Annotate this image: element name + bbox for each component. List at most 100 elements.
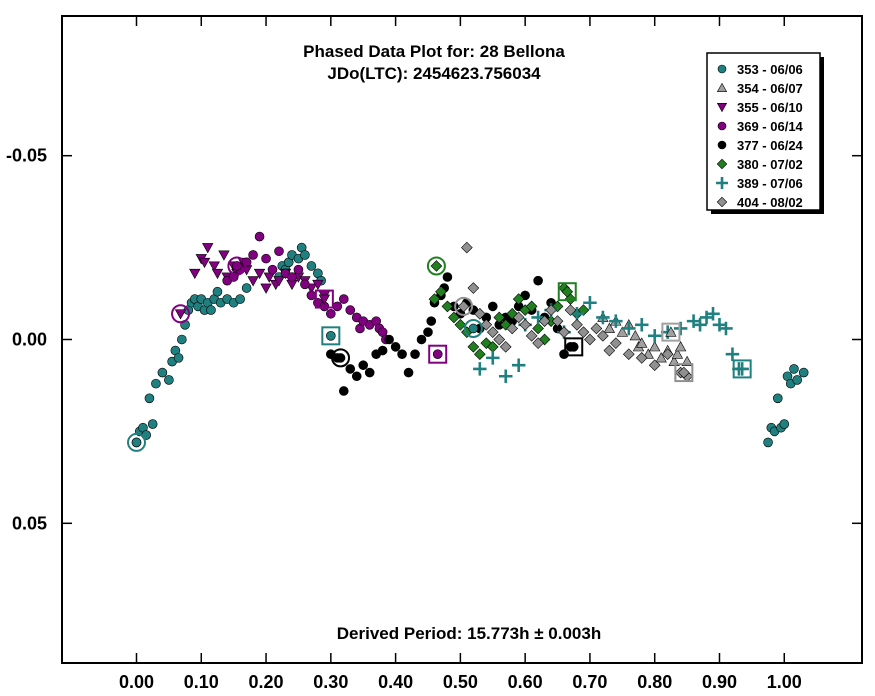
data-point <box>525 300 538 313</box>
data-point <box>571 318 583 331</box>
data-point <box>261 253 271 264</box>
data-point <box>423 327 433 337</box>
highlight-square <box>314 289 334 309</box>
data-point <box>164 375 174 385</box>
highlighted-point <box>665 326 677 337</box>
legend-label: 389 - 07/06 <box>737 176 803 191</box>
data-point <box>506 322 519 335</box>
data-point <box>487 301 498 312</box>
x-tick-label: 0.30 <box>313 672 348 692</box>
data-point <box>326 308 336 319</box>
highlight-square <box>732 359 752 379</box>
data-point <box>397 349 407 360</box>
data-point <box>332 301 343 312</box>
data-point <box>719 321 733 336</box>
data-point <box>351 371 362 382</box>
data-point <box>519 318 531 331</box>
data-point <box>364 367 375 378</box>
legend-label: 353 - 06/06 <box>737 62 803 77</box>
data-point <box>590 322 603 335</box>
legend-item: 369 - 06/14 <box>717 119 804 134</box>
data-point <box>693 318 707 332</box>
highlighted-point <box>174 309 187 320</box>
data-point <box>532 322 544 335</box>
data-point <box>253 268 266 280</box>
data-point <box>173 353 184 363</box>
x-tick-label: 0.70 <box>572 672 607 692</box>
data-point <box>596 310 610 325</box>
highlighted-point <box>232 261 242 271</box>
data-point <box>254 231 265 242</box>
data-point <box>661 348 674 361</box>
data-point <box>480 318 493 331</box>
data-point <box>798 367 809 378</box>
data-point <box>772 393 783 404</box>
data-point <box>493 333 506 346</box>
data-point <box>779 419 790 429</box>
data-point <box>473 362 487 376</box>
data-point <box>629 330 641 341</box>
data-point <box>636 337 648 348</box>
y-tick-label: 0.00 <box>12 330 47 350</box>
data-point <box>511 358 526 372</box>
data-point <box>674 341 687 352</box>
highlight-ring <box>227 256 247 276</box>
series-group <box>222 231 391 345</box>
data-point <box>493 311 506 324</box>
legend-marker <box>717 64 727 74</box>
data-point <box>603 344 616 357</box>
highlight-square <box>564 337 584 357</box>
legend-item: 353 - 06/06 <box>717 62 803 77</box>
data-point <box>461 241 473 254</box>
data-point <box>273 276 285 287</box>
data-point <box>211 268 224 280</box>
data-point <box>189 268 201 280</box>
y-tick-label: -0.05 <box>6 146 47 166</box>
data-point <box>673 321 688 336</box>
data-point <box>635 318 649 332</box>
data-point <box>312 279 324 291</box>
legend-marker <box>716 158 728 170</box>
highlight-square <box>428 344 448 364</box>
data-point <box>597 329 609 342</box>
data-point <box>671 348 684 359</box>
data-points <box>131 231 809 448</box>
chart-title: Phased Data Plot for: 28 Bellona <box>303 42 565 61</box>
data-point <box>358 360 369 371</box>
highlighted-point <box>678 366 690 379</box>
data-point <box>498 369 513 384</box>
data-point <box>584 333 596 346</box>
highlight-square <box>674 363 694 383</box>
data-point <box>410 349 420 360</box>
legend-marker <box>716 82 728 92</box>
legend: 353 - 06/06 354 - 06/07 355 - 06/10 369 - 0… <box>706 52 824 214</box>
highlight-square <box>661 322 681 342</box>
legend-marker <box>716 196 728 208</box>
data-point <box>603 322 616 333</box>
data-point <box>792 375 803 385</box>
legend-label: 404 - 08/02 <box>737 195 803 210</box>
data-point <box>647 329 662 343</box>
legend-item: 380 - 07/02 <box>716 157 803 172</box>
data-point <box>448 311 460 324</box>
data-point <box>789 364 799 374</box>
data-point <box>486 326 499 338</box>
highlighted-point <box>432 349 443 360</box>
legend-marker <box>717 140 727 150</box>
data-point <box>218 250 230 261</box>
data-point <box>306 261 317 271</box>
highlighted-point <box>568 342 579 352</box>
data-point <box>377 345 388 356</box>
highlight-ring <box>463 318 483 338</box>
data-point <box>467 282 480 294</box>
data-point <box>345 305 356 315</box>
highlight-ring <box>331 348 351 368</box>
data-point <box>198 257 211 269</box>
data-point <box>486 351 500 365</box>
legend-item: 355 - 06/10 <box>716 100 803 115</box>
data-point <box>274 246 284 257</box>
legend-item: 404 - 08/02 <box>716 195 803 210</box>
data-point <box>577 326 590 338</box>
data-point <box>202 243 214 254</box>
highlighted-point <box>561 285 574 298</box>
